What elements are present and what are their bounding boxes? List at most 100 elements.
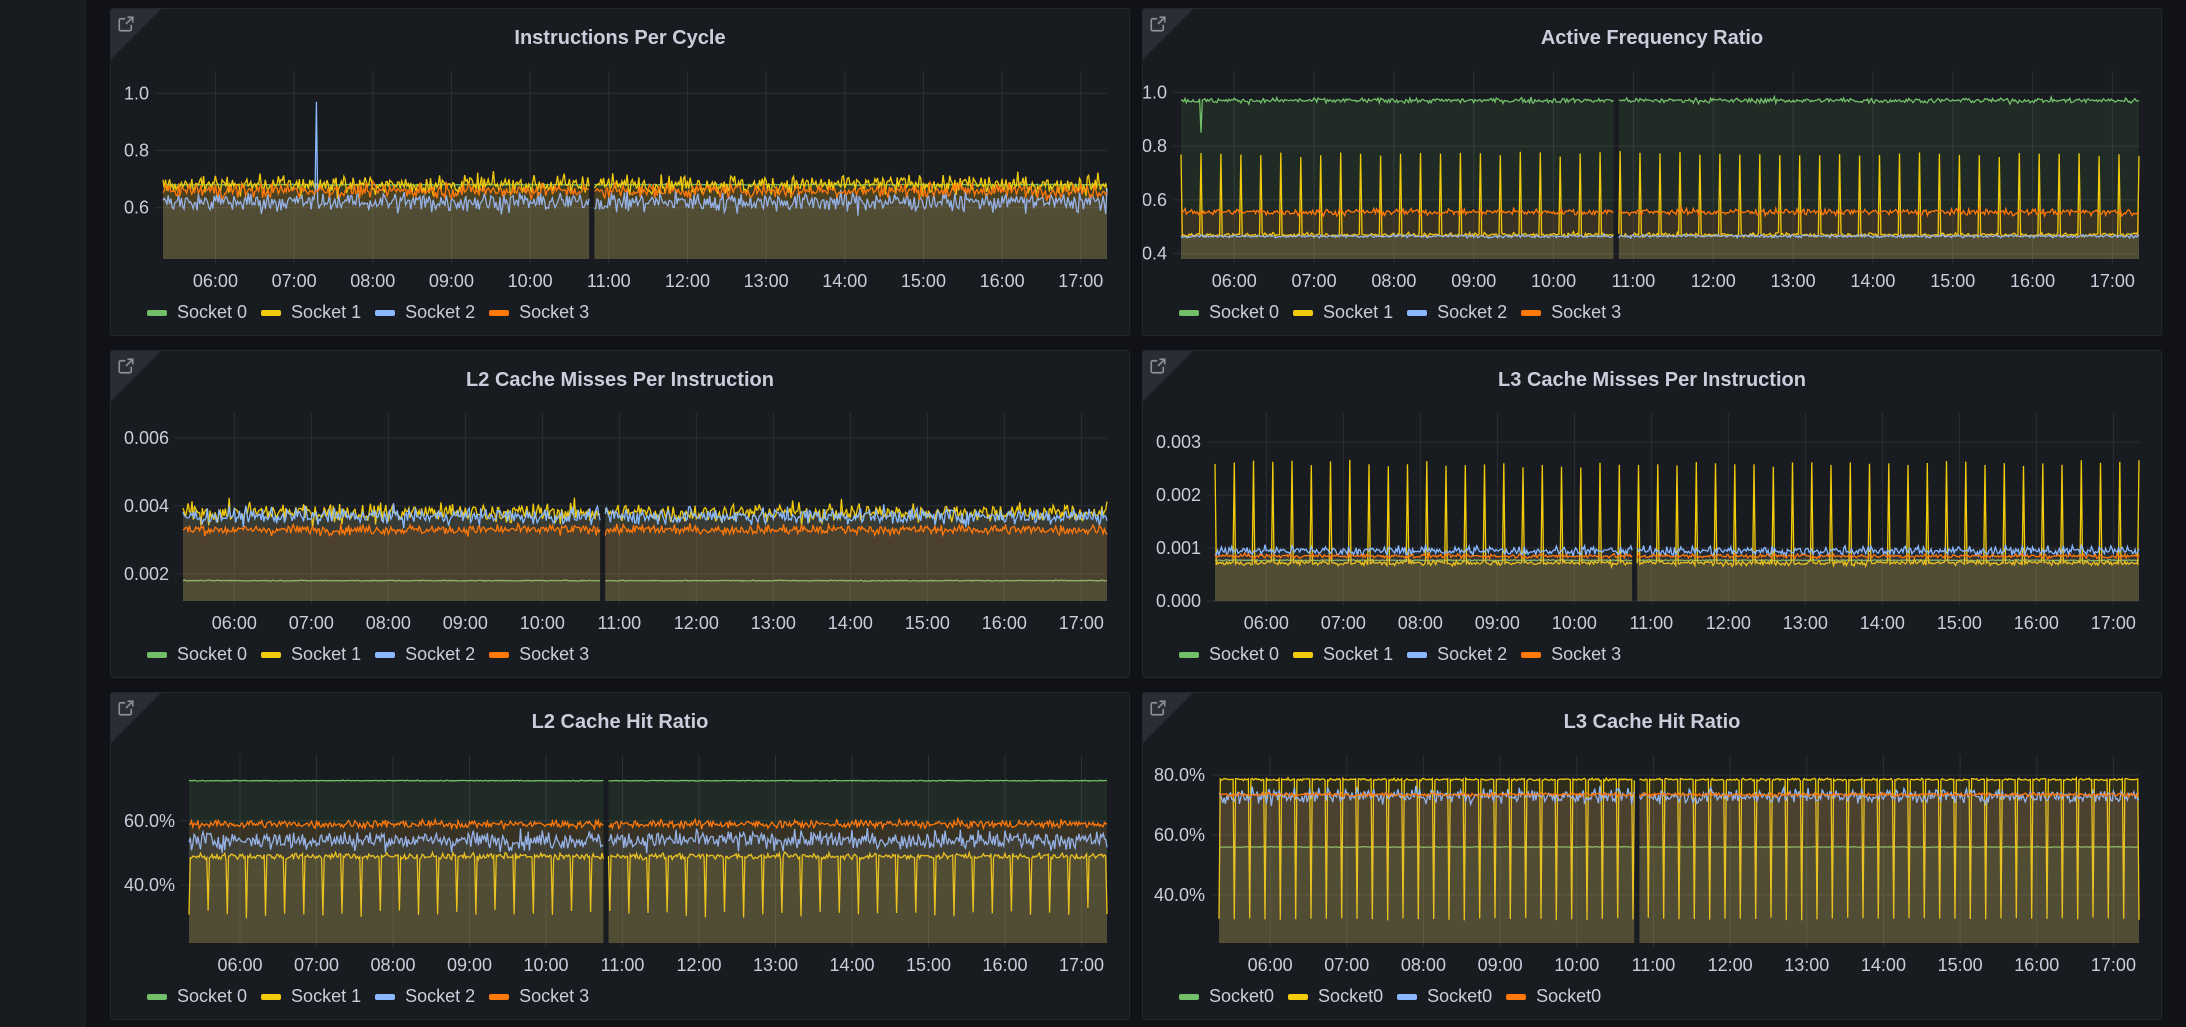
legend-swatch: [375, 993, 396, 1000]
series-line-2: [594, 188, 1108, 216]
legend-swatch: [1506, 993, 1527, 1000]
series-line-1: [188, 850, 605, 919]
legend-item[interactable]: Socket 0: [1179, 644, 1279, 665]
x-tick-label: 09:00: [429, 271, 474, 291]
series-line-2: [1618, 232, 2140, 240]
legend-item[interactable]: Socket 2: [1407, 302, 1507, 323]
x-tick-label: 17:00: [1059, 955, 1104, 975]
x-tick-label: 11:00: [597, 613, 641, 633]
legend-item[interactable]: Socket 1: [1293, 644, 1393, 665]
chart-freq: 06:00 07:00 08:00 09:00 10:00 11:00 12:00 13:00…: [1143, 71, 2140, 291]
series-area-2: [608, 828, 1107, 943]
legend-item[interactable]: Socket0: [1288, 986, 1383, 1007]
series-area-3: [1215, 553, 1633, 601]
legend-swatch: [1397, 993, 1418, 1000]
series-area-3: [594, 182, 1107, 259]
legend-label: Socket0: [1427, 986, 1493, 1006]
legend-item[interactable]: Socket0: [1397, 986, 1492, 1007]
x-tick-label: 11:00: [1629, 613, 1673, 633]
legend-item[interactable]: Socket 2: [1407, 644, 1507, 665]
y-tick-label: 0.8: [1143, 136, 1167, 156]
legend-item[interactable]: Socket 3: [489, 986, 589, 1007]
legend-item[interactable]: Socket 1: [261, 302, 361, 323]
x-tick-label: 12:00: [1691, 271, 1736, 291]
series-area-0: [163, 184, 590, 259]
series-area-3: [189, 819, 604, 943]
x-tick-label: 13:00: [753, 955, 798, 975]
x-tick-label: 15:00: [1937, 613, 1982, 633]
panel-corner: [1143, 351, 1193, 401]
legend-label: Socket 2: [1437, 302, 1508, 322]
x-tick-label: 15:00: [1930, 271, 1975, 291]
series-area-0: [189, 780, 604, 943]
series-line-0: [605, 579, 1108, 583]
x-tick-label: 17:00: [1059, 613, 1104, 633]
legend-label: Socket 0: [1209, 302, 1280, 322]
series-area-3: [183, 523, 601, 601]
x-tick-label: 07:00: [294, 955, 339, 975]
series-line-3: [1636, 551, 2140, 561]
legend-item[interactable]: Socket 3: [489, 302, 589, 323]
x-tick-label: 16:00: [2014, 613, 2059, 633]
legend-item[interactable]: Socket 2: [375, 644, 475, 665]
series-area-3: [608, 818, 1107, 943]
legend-label: Socket0: [1536, 986, 1602, 1006]
legend-item[interactable]: Socket 3: [489, 644, 589, 665]
series-line-2: [1638, 785, 2140, 807]
series-area-3: [1219, 792, 1635, 943]
legend-item[interactable]: Socket 2: [375, 302, 475, 323]
legend-item[interactable]: Socket 1: [261, 986, 361, 1007]
x-tick-label: 09:00: [1451, 271, 1496, 291]
legend-item[interactable]: Socket 0: [147, 302, 247, 323]
series-line-0: [1180, 95, 1614, 133]
x-tick-label: 08:00: [1398, 613, 1443, 633]
x-tick-label: 12:00: [1708, 955, 1753, 975]
series-area-2: [1639, 787, 2139, 943]
x-tick-label: 17:00: [2091, 613, 2136, 633]
legend-label: Socket 1: [1323, 302, 1394, 322]
series-area-1: [183, 497, 601, 601]
series-line-3: [162, 179, 590, 200]
x-tick-label: 12:00: [676, 955, 721, 975]
series-area-3: [1639, 792, 2139, 943]
legend-label: Socket 3: [519, 986, 590, 1006]
legend-item[interactable]: Socket 1: [261, 644, 361, 665]
chart-l2hit: 06:00 07:00 08:00 09:00 10:00 11:00 12:00 13:00…: [124, 755, 1108, 975]
series-area-0: [1639, 846, 2139, 943]
series-line-2: [162, 101, 590, 215]
y-tick-label: 0.002: [1156, 485, 1201, 505]
legend-item[interactable]: Socket0: [1506, 986, 1601, 1007]
x-tick-label: 16:00: [982, 955, 1027, 975]
legend-item[interactable]: Socket 3: [1521, 644, 1621, 665]
x-tick-label: 14:00: [829, 955, 874, 975]
x-tick-label: 06:00: [193, 271, 238, 291]
x-tick-label: 14:00: [828, 613, 873, 633]
legend-swatch: [1407, 651, 1428, 658]
legend-swatch: [261, 309, 282, 316]
legend: Socket0 Socket0 Socket0 Socket0: [1179, 986, 1601, 1007]
legend-item[interactable]: Socket 0: [1179, 302, 1279, 323]
series-line-3: [594, 179, 1108, 201]
x-tick-label: 10:00: [508, 271, 553, 291]
x-tick-label: 15:00: [906, 955, 951, 975]
x-tick-label: 12:00: [674, 613, 719, 633]
legend-item[interactable]: Socket 0: [147, 644, 247, 665]
y-tick-label: 40.0%: [1154, 885, 1205, 905]
legend-label: Socket 0: [177, 302, 248, 322]
legend-swatch: [375, 651, 396, 658]
x-tick-label: 11:00: [1612, 271, 1656, 291]
y-tick-label: 0.006: [124, 428, 169, 448]
legend-item[interactable]: Socket0: [1179, 986, 1274, 1007]
x-tick-label: 08:00: [366, 613, 411, 633]
series-line-0: [1639, 845, 2140, 849]
panel-title: Active Frequency Ratio: [1540, 27, 1764, 49]
legend-swatch: [1521, 651, 1542, 658]
series-area-3: [163, 181, 590, 259]
legend-item[interactable]: Socket 2: [375, 986, 475, 1007]
legend-item[interactable]: Socket 0: [147, 986, 247, 1007]
y-tick-label: 80.0%: [1154, 765, 1205, 785]
legend-label: Socket 2: [405, 302, 476, 322]
legend-item[interactable]: Socket 1: [1293, 302, 1393, 323]
legend-item[interactable]: Socket 3: [1521, 302, 1621, 323]
y-tick-label: 1.0: [124, 83, 149, 103]
